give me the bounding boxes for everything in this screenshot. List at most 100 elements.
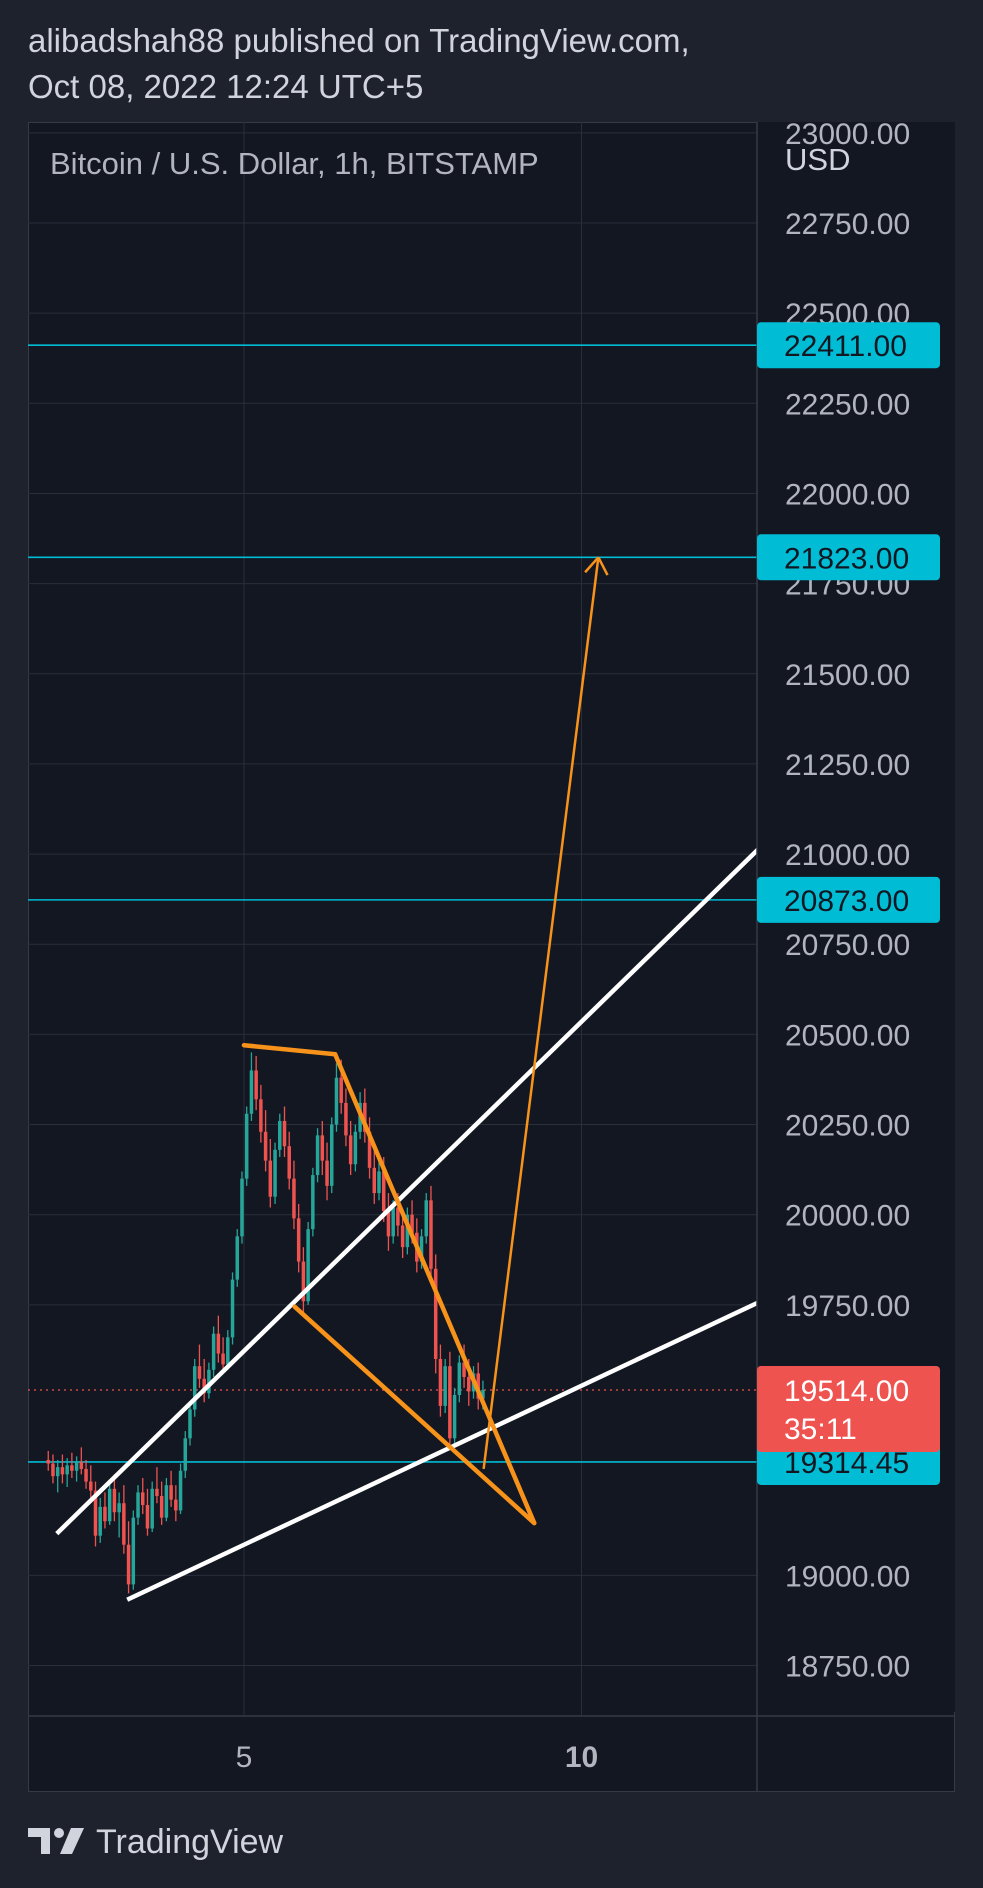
grid (28, 122, 757, 1716)
price-tick-label: 20500.00 (785, 1019, 910, 1052)
candle-body (396, 1207, 400, 1226)
tradingview-logo-icon (28, 1828, 84, 1854)
price-tick-label: 20250.00 (785, 1110, 910, 1143)
candle-body (145, 1505, 150, 1529)
candle-body (381, 1171, 386, 1212)
candle-body (221, 1353, 225, 1365)
price-level-badge (757, 534, 940, 581)
price-tick-label: 20000.00 (785, 1200, 910, 1233)
candle-body (169, 1485, 173, 1500)
candle-body (55, 1467, 60, 1477)
publish-info: alibadshah88 published on TradingView.co… (28, 18, 690, 110)
candle-body (457, 1362, 462, 1396)
candle-body (462, 1362, 466, 1378)
candles (46, 1052, 485, 1594)
wedge-line (292, 1304, 537, 1526)
candle-body (244, 1113, 249, 1179)
price-tick-label: 21000.00 (785, 839, 910, 872)
drawings (55, 556, 761, 1602)
projection-arrow-head (584, 556, 600, 574)
candle-body (334, 1077, 339, 1125)
price-tick-label: 22750.00 (785, 208, 910, 241)
candle-body (117, 1503, 121, 1513)
candle-body (348, 1135, 353, 1165)
candle-body (164, 1485, 169, 1518)
candle-body (98, 1506, 102, 1536)
candle-body (259, 1099, 263, 1132)
candle-body (150, 1488, 154, 1529)
candle-body (452, 1395, 457, 1439)
price-tick-label: 19750.00 (785, 1290, 910, 1323)
candle-body (330, 1124, 334, 1186)
candle-body (467, 1377, 471, 1392)
candle-body (287, 1146, 291, 1179)
candle-body (263, 1131, 268, 1161)
candle-body (429, 1200, 433, 1269)
candle-body (372, 1167, 377, 1194)
candle-body (107, 1488, 112, 1522)
price-tick-label: 19000.00 (785, 1560, 910, 1593)
price-level-badge-label: 20873.00 (784, 885, 909, 918)
candle-body (122, 1503, 126, 1545)
candle-body (126, 1544, 131, 1585)
candle-body (315, 1135, 320, 1176)
candle-body (410, 1214, 414, 1233)
channel-line (126, 1300, 760, 1602)
candle-body (320, 1135, 325, 1161)
candle-body (391, 1207, 395, 1237)
wedge-line (332, 1051, 537, 1526)
price-tick-label: 21500.00 (785, 659, 910, 692)
time-tick-label: 5 (236, 1741, 253, 1774)
price-tick-label: 18750.00 (785, 1651, 910, 1684)
candle-body (211, 1333, 216, 1370)
candle-body (367, 1131, 372, 1168)
candle-body (103, 1506, 107, 1522)
candle-body (188, 1409, 192, 1439)
projection-arrow-head (597, 556, 609, 576)
candle-body (226, 1337, 230, 1365)
candle-body (70, 1465, 74, 1471)
candle-body (311, 1175, 315, 1230)
candle-body (363, 1102, 367, 1132)
candle-body (74, 1461, 79, 1471)
candle-body (344, 1102, 348, 1136)
candle-body (235, 1236, 239, 1280)
candle-body (51, 1463, 55, 1477)
tradingview-brand[interactable]: TradingView (96, 1822, 284, 1861)
price-level-badge (757, 876, 940, 923)
candle-body (400, 1225, 405, 1248)
candle-body (89, 1481, 93, 1491)
candle-body (141, 1492, 145, 1506)
price-badges: 22411.00 21823.00 20873.00 19314.45 19514.00… (757, 322, 940, 1485)
price-tick-label: 22000.00 (785, 478, 910, 511)
candle-body (292, 1178, 296, 1219)
candle-body (65, 1465, 69, 1475)
candle-body (419, 1236, 424, 1262)
symbol-label[interactable]: Bitcoin / U.S. Dollar, 1h, BITSTAMP (50, 146, 539, 181)
price-chart[interactable]: Bitcoin / U.S. Dollar, 1h, BITSTAMP USD … (28, 122, 955, 1792)
candle-body (159, 1496, 164, 1518)
candle-body (174, 1499, 178, 1511)
candle-body (240, 1178, 244, 1237)
price-level-badge (757, 322, 940, 369)
candle-body (84, 1468, 88, 1482)
candle-body (424, 1200, 428, 1237)
candle-body (443, 1366, 447, 1406)
time-tick-label: 10 (565, 1741, 598, 1774)
price-level-badge-label: 22411.00 (784, 330, 907, 363)
candle-body (481, 1389, 485, 1399)
candle-body (386, 1211, 391, 1237)
candle-body (296, 1218, 301, 1262)
publish-date: Oct 08, 2022 12:24 UTC+5 (28, 68, 424, 105)
candle-body (268, 1160, 273, 1197)
wedge-line (241, 1042, 338, 1057)
candle-body (339, 1077, 343, 1103)
candle-body (136, 1492, 140, 1518)
last-price-badge (757, 1365, 940, 1452)
candle-body (46, 1459, 50, 1464)
currency-label[interactable]: USD (785, 142, 850, 177)
candle-body (183, 1438, 188, 1471)
candle-body (353, 1131, 358, 1165)
price-level-badge-label: 19314.45 (784, 1447, 909, 1480)
candle-body (377, 1171, 381, 1194)
